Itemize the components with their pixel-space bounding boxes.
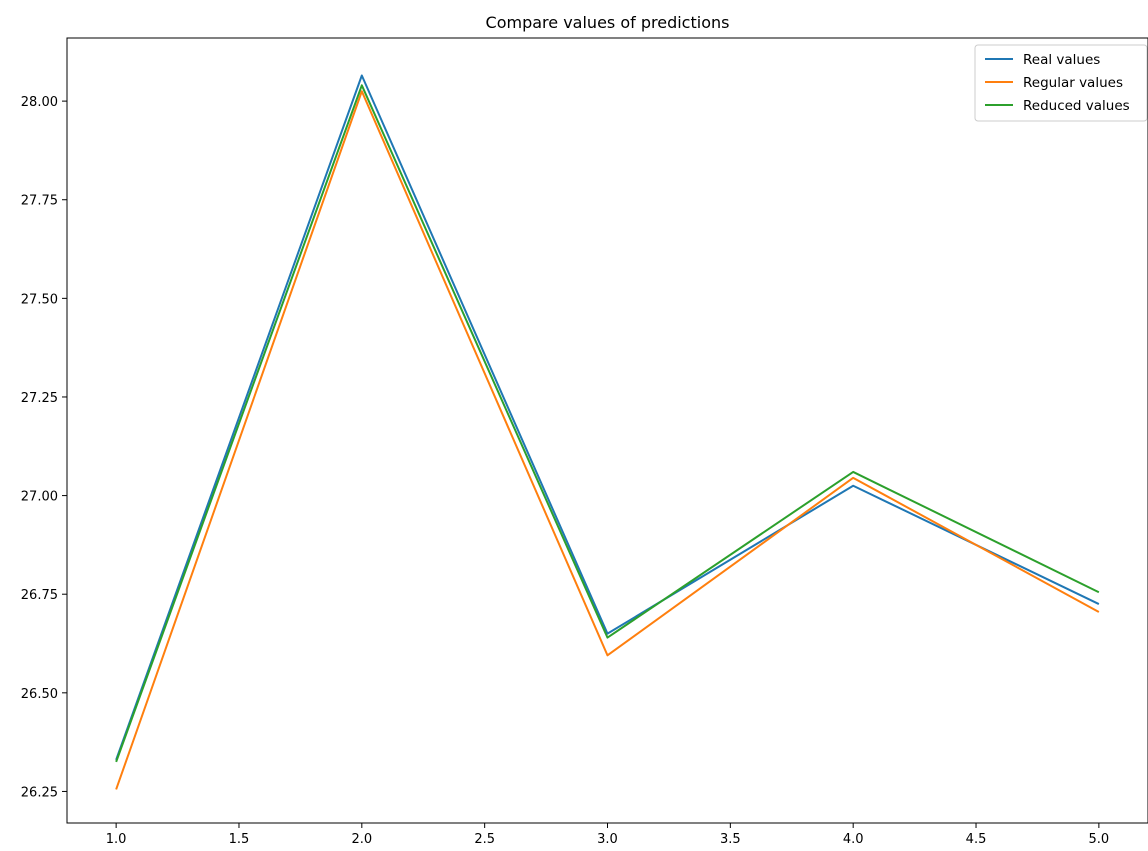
legend-label: Reduced values xyxy=(1023,98,1130,114)
x-tick-label: 3.0 xyxy=(597,832,618,847)
legend: Real values Regular values Reduced values xyxy=(974,44,1148,122)
chart-title: Compare values of predictions xyxy=(486,13,730,32)
x-tick-label: 3.5 xyxy=(720,832,741,847)
y-tick-label: 28.00 xyxy=(21,95,58,110)
x-tick-label: 1.0 xyxy=(106,832,127,847)
plot-lines xyxy=(115,74,1100,790)
y-tick-label: 27.50 xyxy=(21,292,58,307)
legend-label: Regular values xyxy=(1023,75,1123,91)
x-tick-label: 1.5 xyxy=(229,832,250,847)
legend-box xyxy=(974,44,1148,122)
x-tick-label: 4.0 xyxy=(843,832,864,847)
series-line xyxy=(115,84,1100,763)
y-tick-label: 27.75 xyxy=(21,194,58,209)
series-line xyxy=(115,74,1100,761)
legend-label: Real values xyxy=(1023,52,1100,68)
y-tick-label: 27.25 xyxy=(21,391,58,406)
x-tick-label: 2.5 xyxy=(474,832,495,847)
y-axis: 26.25 26.50 26.75 27.00 27.25 27.50 27.75 28.00 xyxy=(21,95,67,800)
y-tick-label: 27.00 xyxy=(21,490,58,505)
x-tick-label: 5.0 xyxy=(1089,832,1110,847)
plot-frame xyxy=(66,37,1148,824)
x-axis: 1.0 1.5 2.0 2.5 3.0 3.5 4.0 4.5 5.0 xyxy=(106,823,1109,847)
y-tick-label: 26.25 xyxy=(21,785,58,800)
y-tick-label: 26.50 xyxy=(21,687,58,702)
x-tick-label: 2.0 xyxy=(351,832,372,847)
series-line xyxy=(115,90,1100,790)
y-tick-label: 26.75 xyxy=(21,588,58,603)
x-tick-label: 4.5 xyxy=(966,832,987,847)
